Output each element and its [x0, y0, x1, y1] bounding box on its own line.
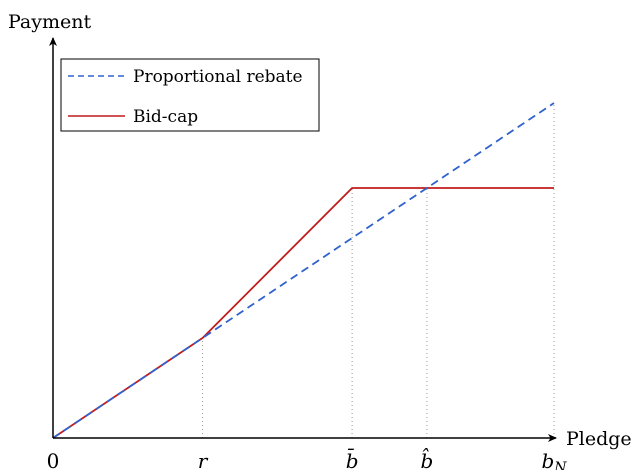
tick-label-b-n: bN: [541, 449, 567, 470]
legend-box: [60, 58, 320, 132]
tick-label-r: r: [198, 449, 209, 470]
tick-label-b-bar: b̄: [346, 448, 359, 470]
x-tick-labels: 0 r b̄ b̂ bN: [47, 447, 568, 470]
legend: Proportional rebate Bid-cap: [60, 58, 320, 132]
series-line-bid-cap: [52, 187, 554, 439]
legend-label-proportional-rebate: Proportional rebate: [133, 67, 303, 87]
y-axis-label: Payment: [8, 11, 91, 33]
guide-lines: [202, 103, 555, 438]
tick-label-b-hat: b̂: [420, 447, 433, 470]
x-axis-label: Pledge: [566, 428, 632, 450]
tick-label-0: 0: [47, 449, 60, 470]
legend-label-bid-cap: Bid-cap: [133, 107, 198, 127]
series-line-proportional-rebate: [52, 102, 555, 439]
series-lines: [52, 102, 555, 439]
